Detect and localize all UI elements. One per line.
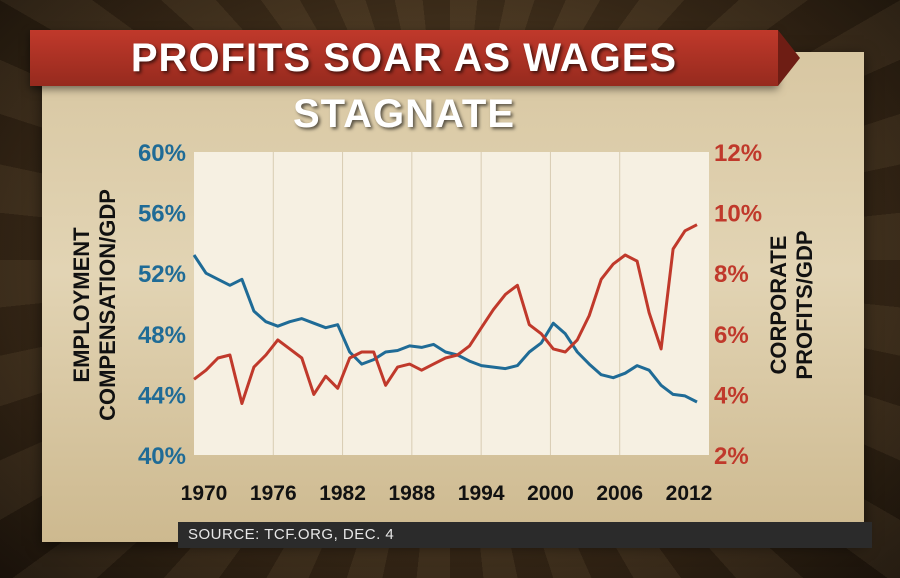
employment-series-line xyxy=(192,254,698,404)
left-tick-label: 48% xyxy=(138,322,186,349)
left-axis-title-line: EMPLOYMENT xyxy=(69,227,94,383)
x-tick-label: 1982 xyxy=(319,482,366,505)
right-tick-label: 12% xyxy=(714,140,762,167)
left-axis-title-line: COMPENSATION/GDP xyxy=(95,189,120,421)
right-axis-title-line: PROFITS/GDP xyxy=(792,230,817,379)
chart-title: PROFITS SOAR AS WAGES STAGNATE xyxy=(130,36,678,136)
title-banner: PROFITS SOAR AS WAGES STAGNATE xyxy=(30,30,778,136)
left-tick-label: 44% xyxy=(138,382,186,409)
x-tick-label: 2012 xyxy=(666,482,713,505)
right-tick-label: 2% xyxy=(714,443,749,470)
right-tick-label: 8% xyxy=(714,261,749,288)
right-axis-title-line: CORPORATE xyxy=(766,236,791,375)
x-tick-label: 1994 xyxy=(458,482,505,505)
x-tick-label: 2000 xyxy=(527,482,574,505)
x-tick-label: 1988 xyxy=(388,482,435,505)
x-tick-label: 2006 xyxy=(596,482,643,505)
profits-series-line xyxy=(193,223,698,405)
source-text: SOURCE: TCF.ORG, DEC. 4 xyxy=(188,526,395,543)
source-bar: SOURCE: TCF.ORG, DEC. 4 xyxy=(178,522,872,548)
left-tick-label: 56% xyxy=(138,201,186,228)
banner-fold xyxy=(778,30,800,86)
left-axis-title: EMPLOYMENTCOMPENSATION/GDP xyxy=(69,189,120,421)
left-tick-label: 40% xyxy=(138,443,186,470)
x-tick-label: 1970 xyxy=(181,482,228,505)
right-tick-label: 6% xyxy=(714,322,749,349)
right-tick-label: 4% xyxy=(714,382,749,409)
x-tick-label: 1976 xyxy=(250,482,297,505)
left-tick-label: 60% xyxy=(138,140,186,167)
right-tick-label: 10% xyxy=(714,201,762,228)
left-tick-label: 52% xyxy=(138,261,186,288)
right-axis-title: CORPORATEPROFITS/GDP xyxy=(766,230,817,379)
plot-area xyxy=(194,152,709,455)
